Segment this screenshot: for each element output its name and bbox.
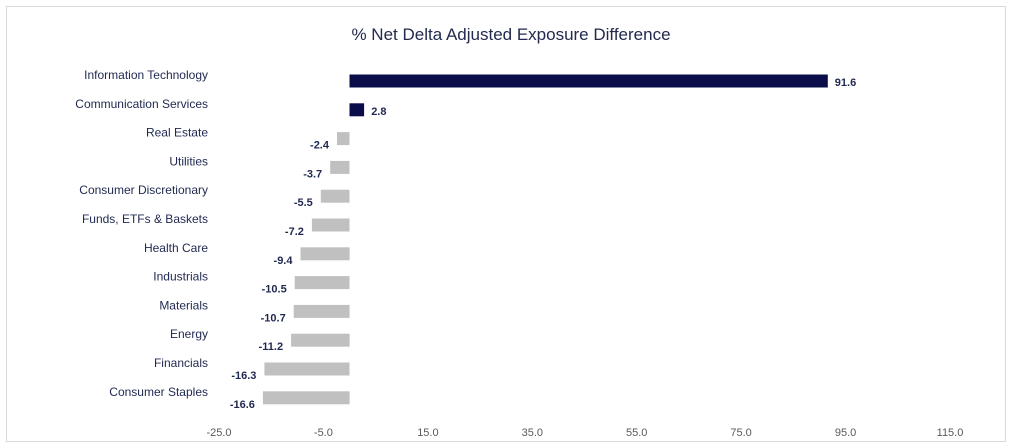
data-label: -11.2	[259, 341, 283, 353]
bar	[294, 276, 350, 290]
data-label: -10.7	[261, 312, 286, 324]
category-label: Consumer Staples	[109, 385, 208, 399]
x-tick-label: 115.0	[937, 427, 964, 439]
category-label: Materials	[159, 298, 208, 312]
category-label: Funds, ETFs & Baskets	[82, 212, 208, 226]
x-tick-label: -25.0	[206, 427, 231, 439]
category-label: Industrials	[153, 270, 208, 284]
data-label: -3.7	[303, 168, 322, 180]
category-label: Real Estate	[146, 126, 208, 140]
bar	[311, 218, 350, 232]
chart-title: % Net Delta Adjusted Exposure Difference	[351, 25, 670, 44]
x-tick-label: 75.0	[730, 427, 751, 439]
x-tick-label: 95.0	[835, 427, 856, 439]
category-label: Information Technology	[84, 68, 208, 82]
bar	[320, 189, 350, 203]
category-label: Consumer Discretionary	[79, 183, 208, 197]
bar	[291, 333, 350, 347]
data-label: -9.4	[274, 255, 294, 267]
category-label: Energy	[170, 327, 208, 341]
data-label: -7.2	[285, 226, 304, 238]
category-label: Health Care	[144, 241, 208, 255]
category-label: Financials	[154, 356, 208, 370]
bar	[300, 247, 350, 261]
bar	[262, 391, 350, 405]
bar	[264, 362, 350, 376]
bar	[330, 160, 350, 174]
data-label: -16.6	[230, 399, 255, 411]
x-tick-label: 15.0	[417, 427, 438, 439]
data-label: -16.3	[231, 370, 256, 382]
data-label: 91.6	[835, 77, 856, 89]
x-tick-label: 35.0	[522, 427, 543, 439]
bar	[293, 304, 350, 318]
x-tick-label: 55.0	[626, 427, 647, 439]
category-label: Communication Services	[75, 97, 208, 111]
data-label: 2.8	[371, 106, 386, 118]
bar	[349, 74, 828, 88]
chart-frame	[6, 6, 1006, 442]
data-label: -5.5	[294, 197, 313, 209]
bar	[337, 132, 350, 146]
category-label: Utilities	[169, 154, 208, 168]
data-label: -2.4	[310, 140, 330, 152]
bar	[349, 103, 365, 117]
data-label: -10.5	[262, 284, 287, 296]
x-tick-label: -5.0	[314, 427, 333, 439]
